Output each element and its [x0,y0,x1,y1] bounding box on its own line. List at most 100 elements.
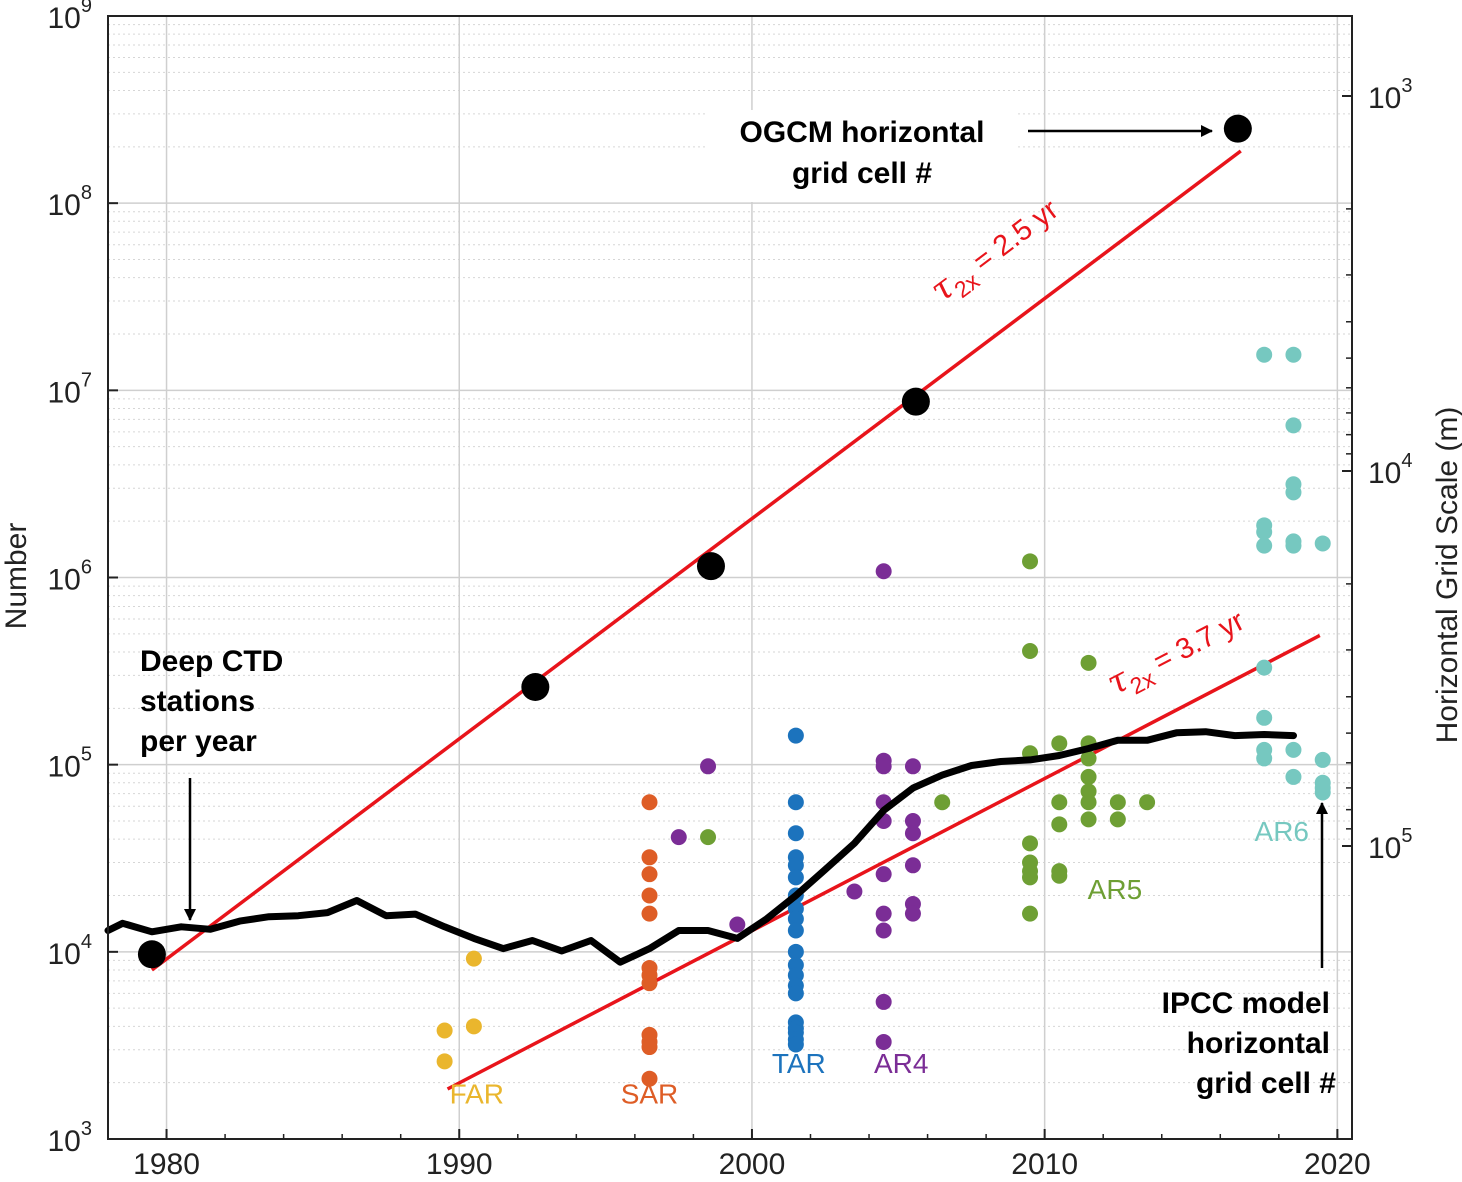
fit-label-value: = 3.7 yr [1141,605,1250,682]
point-tar [787,869,804,886]
fit-label-2: τ2x = 3.7 yr [1100,599,1253,708]
point-ar5 [1080,654,1097,671]
fit-label-value: = 2.5 yr [961,194,1065,283]
y-tick-base: 10 [48,376,81,409]
ogcm-point [521,672,550,701]
point-ar5 [1109,811,1126,828]
ctd-stations-line [104,728,1297,966]
point-ar6 [1256,537,1273,554]
point-ar6 [1256,750,1273,767]
point-ar5 [1051,816,1068,833]
right-tick-exponent: 5 [1401,825,1412,847]
y-tick-base: 10 [48,1125,81,1158]
ctd-label-line-2: stations [140,685,255,718]
series-ar6 [1256,346,1331,801]
point-ar5 [1080,811,1097,828]
ipcc-label-line-2: horizontal [1187,1027,1330,1060]
point-sar [641,905,658,922]
y-axis-label: Number [0,523,33,630]
point-sar [641,887,658,904]
point-sar [641,849,658,866]
point-ar4 [875,563,892,580]
point-sar [641,866,658,883]
point-ar5 [1051,867,1068,884]
point-far [465,950,482,967]
y-tick-base: 10 [48,751,81,784]
point-far [436,1053,453,1070]
point-tar [787,985,804,1002]
point-far [465,1018,482,1035]
point-ar5 [1051,735,1068,752]
ogcm-label-line-1: OGCM horizontal [740,116,985,149]
point-ar4 [904,905,921,922]
y-tick-label: 107 [48,369,93,409]
right-tick-base: 10 [1368,457,1401,490]
point-ar5 [934,794,951,811]
point-ar6 [1285,537,1302,554]
fit-line-2 [446,633,1321,1091]
point-ar4 [875,905,892,922]
ogcm-point [696,552,725,581]
y-tick-exponent: 5 [81,744,92,766]
y-tick-label: 106 [48,557,93,597]
point-ar6 [1285,346,1302,363]
right-tick-base: 10 [1368,832,1401,865]
point-sar [641,794,658,811]
point-far [436,1022,453,1039]
y-tick-exponent: 6 [81,557,92,579]
series-label-ar5: AR5 [1088,874,1142,905]
ipcc-label-line-1: IPCC model [1162,987,1330,1020]
right-tick-exponent: 4 [1401,450,1412,472]
y-tick-base: 10 [48,2,81,35]
ipcc-label-line-3: grid cell # [1196,1067,1336,1100]
point-ar6 [1314,535,1331,552]
point-ar4 [875,758,892,775]
point-ar6 [1285,417,1302,434]
point-ar4 [729,916,746,933]
point-ar5 [1080,768,1097,785]
y-tick-label: 105 [48,744,93,784]
fit-label-text: τ2x = 3.7 yr [1100,599,1253,708]
y-tick-exponent: 8 [81,182,92,204]
x-tick-label: 2000 [719,1148,786,1181]
point-ar5 [1022,905,1039,922]
point-ar4 [904,857,921,874]
point-ar5 [1051,794,1068,811]
series-ar5 [700,553,1156,922]
series-label-tar: TAR [772,1048,826,1079]
point-ar5 [1022,553,1039,570]
y-tick-base: 10 [48,564,81,597]
point-ar6 [1256,524,1273,541]
series-sar [641,794,658,1087]
ogcm-point [1223,114,1252,143]
point-tar [787,1036,804,1053]
y-tick-label: 108 [48,182,93,222]
point-ar6 [1256,346,1273,363]
right-axis-label: Horizontal Grid Scale (m) [1431,407,1462,744]
x-tick-label: 1990 [426,1148,493,1181]
right-tick-exponent: 3 [1401,75,1412,97]
x-tick-label: 1980 [133,1148,200,1181]
point-ar4 [846,883,863,900]
series-label-sar: SAR [621,1078,679,1109]
point-ar4 [904,758,921,775]
y-tick-exponent: 4 [81,931,92,953]
point-tar [787,922,804,939]
point-tar [787,857,804,874]
point-sar [641,975,658,992]
ctd-label-line-3: per year [140,725,257,758]
x-axis: 1980 1990 2000 2010 2020 [133,1129,1371,1181]
series-label-ar4: AR4 [874,1048,928,1079]
y-tick-base: 10 [48,189,81,222]
ogcm-point [901,387,930,416]
point-ar4 [904,813,921,830]
y-tick-exponent: 3 [81,1118,92,1140]
point-sar [641,1070,658,1087]
ogcm-points [137,114,1252,969]
x-tick-label: 2020 [1304,1148,1371,1181]
point-ar4 [904,825,921,842]
y-tick-base: 10 [48,938,81,971]
y-tick-label: 109 [48,0,93,35]
